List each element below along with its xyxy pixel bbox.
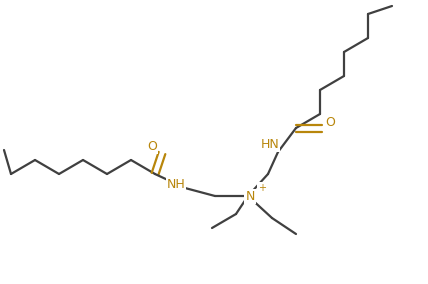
Text: HN: HN: [261, 137, 279, 151]
Text: NH: NH: [166, 178, 185, 191]
Text: N: N: [245, 189, 255, 202]
Text: +: +: [258, 183, 266, 193]
Text: O: O: [325, 116, 335, 128]
Text: O: O: [147, 139, 157, 153]
